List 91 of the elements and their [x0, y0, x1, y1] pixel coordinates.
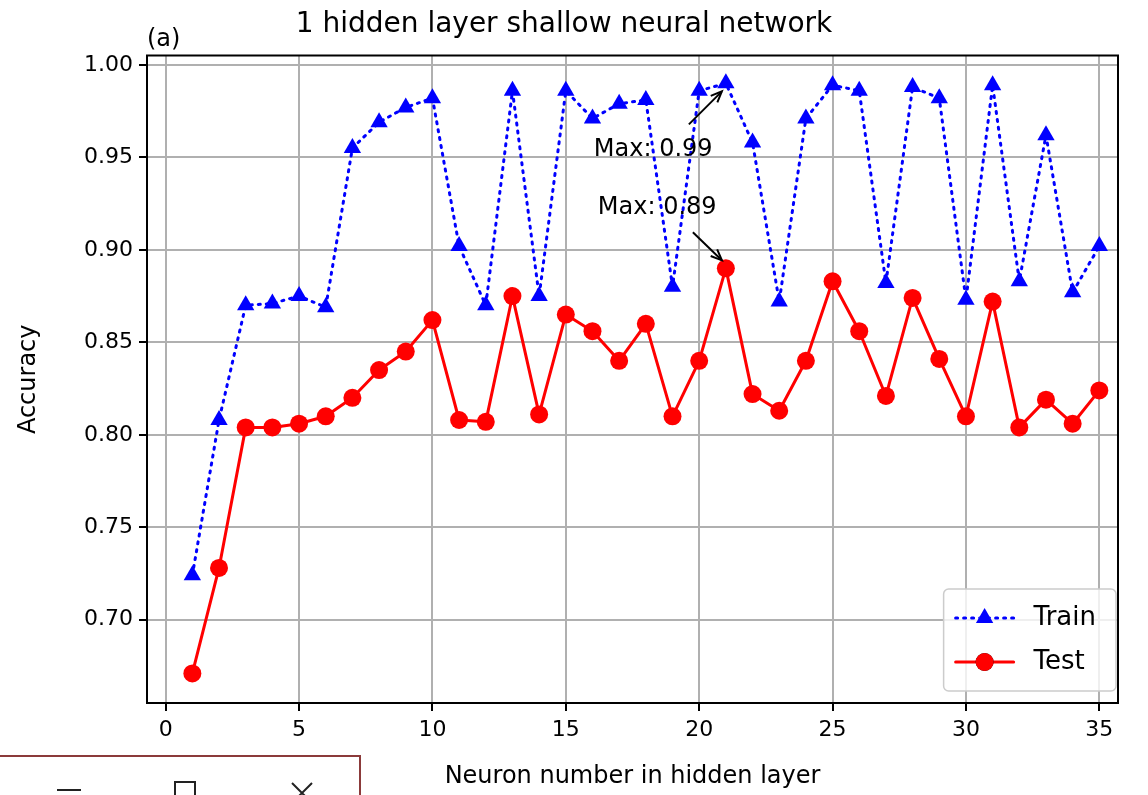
legend-label: Test — [1032, 644, 1085, 675]
x-tick-label: 35 — [1085, 715, 1114, 741]
point — [690, 351, 709, 370]
point — [423, 88, 442, 104]
x-axis-title: Neuron number in hidden layer — [444, 760, 821, 789]
point — [983, 292, 1002, 311]
point — [797, 108, 815, 124]
point — [770, 401, 789, 420]
point — [610, 93, 628, 109]
x-tick-label: 20 — [685, 715, 714, 741]
y-tick-label: 0.95 — [84, 143, 133, 169]
point — [1090, 236, 1108, 252]
point — [1036, 390, 1055, 409]
annotation: Max: 0.99 — [593, 134, 713, 163]
point — [370, 112, 388, 128]
point — [556, 305, 575, 324]
x-tick-label: 15 — [551, 715, 580, 741]
point — [1010, 418, 1029, 437]
point — [823, 75, 842, 91]
y-tick-label: 0.80 — [84, 420, 133, 446]
point — [1063, 282, 1082, 298]
point — [743, 385, 762, 404]
y-tick-label: 1.00 — [84, 50, 133, 76]
point — [610, 351, 629, 370]
point — [663, 276, 682, 292]
point — [530, 286, 548, 302]
point — [877, 273, 895, 289]
point — [717, 73, 735, 89]
point — [396, 342, 415, 361]
x-tick-label: 30 — [951, 715, 980, 741]
point — [476, 412, 495, 431]
point — [210, 558, 229, 577]
point — [903, 288, 922, 307]
point — [903, 77, 922, 93]
point — [663, 407, 682, 426]
x-tick-label: 0 — [158, 715, 173, 741]
point — [743, 132, 762, 148]
point — [290, 286, 308, 302]
point — [236, 418, 255, 437]
chart-title: 1 hidden layer shallow neural network — [295, 6, 834, 40]
x-tick-label: 10 — [418, 715, 447, 741]
legend-label: Train — [1032, 600, 1097, 631]
point — [850, 322, 869, 341]
point — [983, 75, 1002, 91]
point — [290, 414, 309, 433]
x-tick-label: 5 — [292, 715, 307, 741]
x-tick-label: 25 — [818, 715, 847, 741]
point — [957, 289, 975, 305]
point — [823, 272, 842, 291]
point — [343, 388, 362, 407]
point — [690, 80, 708, 96]
y-tick-label: 0.90 — [84, 235, 133, 261]
point — [1010, 271, 1028, 287]
y-tick-label: 0.75 — [84, 513, 133, 538]
point — [530, 405, 549, 424]
point — [716, 259, 735, 278]
point — [876, 386, 895, 405]
point — [503, 287, 522, 306]
point — [557, 80, 575, 96]
y-tick-label: 0.70 — [84, 605, 133, 631]
point — [1063, 414, 1082, 433]
text: (a) — [147, 23, 181, 52]
point — [636, 314, 655, 333]
point — [850, 80, 868, 96]
point — [183, 664, 202, 683]
point — [583, 108, 602, 124]
point — [637, 89, 655, 105]
point — [397, 97, 415, 113]
point — [770, 291, 788, 307]
point — [263, 293, 282, 309]
y-axis-title: Accuracy — [12, 324, 41, 435]
annotation: Max: 0.89 — [597, 192, 717, 221]
point — [450, 410, 469, 429]
point — [450, 236, 468, 252]
point — [370, 361, 389, 380]
point — [930, 88, 948, 104]
point — [796, 351, 815, 370]
point — [477, 295, 495, 311]
point — [956, 407, 975, 426]
point — [343, 138, 362, 154]
point — [317, 297, 335, 313]
point — [930, 349, 949, 368]
point — [503, 80, 522, 96]
point — [237, 295, 255, 311]
point — [263, 418, 282, 437]
y-tick-label: 0.85 — [84, 328, 133, 354]
point — [1090, 381, 1109, 400]
point — [1037, 125, 1055, 141]
point — [316, 407, 335, 426]
point — [583, 322, 602, 341]
point — [423, 311, 442, 330]
